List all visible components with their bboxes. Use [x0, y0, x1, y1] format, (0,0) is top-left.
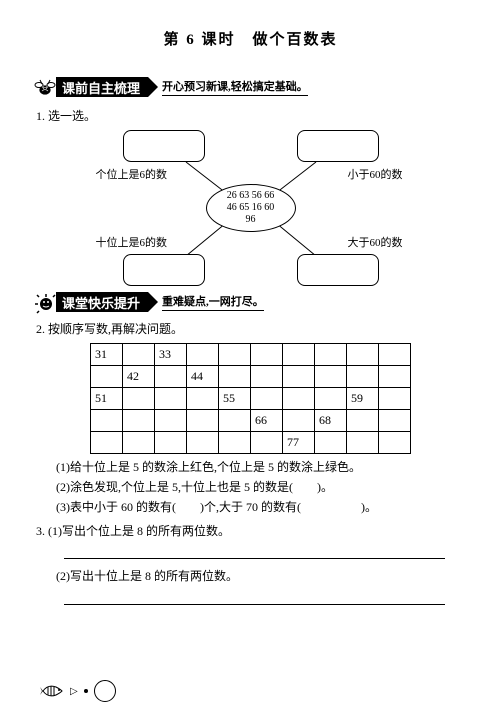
cell	[123, 432, 155, 454]
cell	[283, 366, 315, 388]
cell	[123, 344, 155, 366]
cell	[251, 344, 283, 366]
fish-icon	[40, 682, 64, 700]
cell	[187, 410, 219, 432]
mindmap: 26 63 56 66 46 65 16 60 96 个位上是6的数 小于60的…	[51, 128, 451, 288]
q2-wrap: 2. 按顺序写数,再解决问题。	[36, 320, 501, 337]
table-row: 51 55 59	[91, 388, 411, 410]
cell	[379, 432, 411, 454]
cell: 59	[347, 388, 379, 410]
cell	[347, 410, 379, 432]
cell	[283, 410, 315, 432]
label-tr: 小于60的数	[348, 166, 403, 182]
section2-header: 课堂快乐提升 重难疑点,一网打尽。	[32, 290, 501, 314]
cell	[91, 432, 123, 454]
q1-text: 1. 选一选。	[36, 107, 501, 124]
cell: 33	[155, 344, 187, 366]
table-row: 42 44	[91, 366, 411, 388]
cell	[187, 432, 219, 454]
section1-sub: 开心预习新课,轻松搞定基础。	[162, 78, 308, 96]
cell	[219, 410, 251, 432]
answer-line-2	[64, 589, 445, 605]
cell	[91, 366, 123, 388]
page-circle	[94, 680, 116, 702]
q2-sub3: (3)表中小于 60 的数有( )个,大于 70 的数有( )。	[56, 498, 501, 516]
cell	[219, 344, 251, 366]
footer-arrow: ▷	[70, 686, 78, 697]
cell	[123, 410, 155, 432]
rect-bottom-left	[123, 254, 205, 286]
cell	[347, 432, 379, 454]
q2-text: 按顺序写数,再解决问题。	[48, 322, 183, 336]
cell	[379, 344, 411, 366]
number-table: 31 33 42 44 51 55 59 66 68 77	[90, 343, 411, 454]
rect-bottom-right	[297, 254, 379, 286]
rect-top-right	[297, 130, 379, 162]
q1-content: 选一选。	[48, 109, 96, 123]
center-oval: 26 63 56 66 46 65 16 60 96	[206, 184, 296, 232]
dot	[84, 689, 88, 693]
q1-num: 1.	[36, 109, 45, 123]
cell	[379, 366, 411, 388]
cell: 42	[123, 366, 155, 388]
cell	[251, 432, 283, 454]
cell: 55	[219, 388, 251, 410]
section2-ribbon: 课堂快乐提升	[56, 292, 148, 312]
oval-line2: 46 65 16 60	[227, 202, 275, 214]
table-row: 77	[91, 432, 411, 454]
cell	[379, 388, 411, 410]
table-row: 31 33	[91, 344, 411, 366]
label-br: 大于60的数	[348, 234, 403, 250]
cell: 77	[283, 432, 315, 454]
cell	[123, 388, 155, 410]
answer-line-1	[64, 543, 445, 559]
cell	[315, 432, 347, 454]
cell	[91, 410, 123, 432]
label-bl: 十位上是6的数	[96, 234, 168, 250]
section1-header: 课前自主梳理 开心预习新课,轻松搞定基础。	[32, 75, 501, 99]
q2-sub2: (2)涂色发现,个位上是 5,十位上也是 5 的数是( )。	[56, 478, 501, 496]
cell	[315, 388, 347, 410]
footer: ▷	[40, 680, 116, 702]
cell	[347, 366, 379, 388]
q2-sub1: (1)给十位上是 5 的数涂上红色,个位上是 5 的数涂上绿色。	[56, 458, 501, 476]
rect-top-left	[123, 130, 205, 162]
cell	[283, 388, 315, 410]
cell	[155, 366, 187, 388]
label-tl: 个位上是6的数	[96, 166, 168, 182]
cell	[187, 344, 219, 366]
section2-sub: 重难疑点,一网打尽。	[162, 293, 264, 311]
cell	[251, 388, 283, 410]
bee-icon	[32, 75, 56, 99]
oval-line3: 96	[227, 214, 275, 226]
cell	[155, 388, 187, 410]
q3-line1: 3. (1)写出个位上是 8 的所有两位数。	[36, 522, 501, 539]
cell	[219, 432, 251, 454]
table-row: 66 68	[91, 410, 411, 432]
cell: 68	[315, 410, 347, 432]
cell	[379, 410, 411, 432]
cell	[219, 366, 251, 388]
section1-ribbon: 课前自主梳理	[56, 77, 148, 97]
cell	[251, 366, 283, 388]
q3-line2: (2)写出十位上是 8 的所有两位数。	[56, 567, 501, 585]
cell	[155, 410, 187, 432]
cell: 44	[187, 366, 219, 388]
cell	[155, 432, 187, 454]
q2-num: 2.	[36, 322, 45, 336]
sun-icon	[32, 290, 56, 314]
oval-line1: 26 63 56 66	[227, 190, 275, 202]
cell	[315, 344, 347, 366]
cell	[187, 388, 219, 410]
cell: 51	[91, 388, 123, 410]
cell: 66	[251, 410, 283, 432]
cell	[347, 344, 379, 366]
cell	[315, 366, 347, 388]
cell: 31	[91, 344, 123, 366]
page-title: 第 6 课时 做个百数表	[0, 0, 501, 67]
cell	[283, 344, 315, 366]
